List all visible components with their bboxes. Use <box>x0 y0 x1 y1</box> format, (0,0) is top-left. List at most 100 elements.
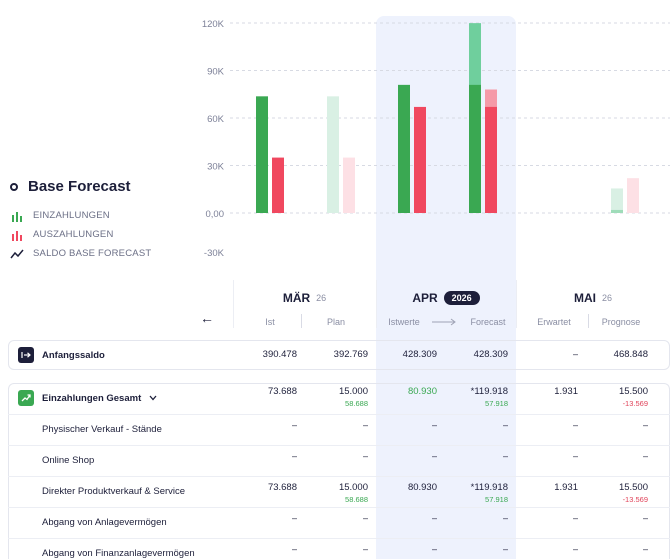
table-cell: – <box>573 349 578 360</box>
cell-value: 73.688 <box>268 386 297 397</box>
cell-value: – <box>363 513 368 523</box>
bar-auszahlungen <box>414 107 426 213</box>
row-label: Anfangssaldo <box>42 350 105 361</box>
row-label: Physischer Verkauf - Stände <box>42 424 162 435</box>
table-cell: – <box>432 513 437 524</box>
month-name: MÄR <box>283 291 310 305</box>
cell-value: – <box>363 451 368 461</box>
cell-value: 1.931 <box>554 386 578 397</box>
table-cell: – <box>432 544 437 555</box>
legend-label: EINZAHLUNGEN <box>33 210 110 221</box>
cell-value: – <box>643 513 648 523</box>
table-cell: – <box>503 544 508 555</box>
table-cell: – <box>573 420 578 431</box>
forecast-table: MÄR 26 APR 2026 MAI 26 ← Ist Plan Istwer… <box>0 280 670 559</box>
line-chart-icon <box>10 248 24 260</box>
arrow-left-icon[interactable]: ← <box>200 310 214 326</box>
row-direkter-produktverkauf: Direkter Produktverkauf & Service <box>42 486 185 497</box>
cell-value: – <box>573 544 578 554</box>
table-cell: – <box>503 420 508 431</box>
y-tick-label: -30K <box>204 248 225 259</box>
month-name: MAI <box>574 291 596 305</box>
legend-title-text: Base Forecast <box>28 178 131 195</box>
sub-header-istwerte: Istwerte <box>384 317 424 327</box>
cell-value: 15.500 <box>619 386 648 397</box>
y-tick-label: 30K <box>207 162 225 173</box>
section-card <box>8 383 670 559</box>
cell-value: 80.930 <box>408 386 437 397</box>
sub-header-ist: Ist <box>250 317 290 327</box>
legend-item-saldo[interactable]: SALDO BASE FORECAST <box>10 244 151 263</box>
cell-value: – <box>573 451 578 461</box>
row-abgang-anlagevermoegen: Abgang von Anlagevermögen <box>42 517 167 528</box>
cell-value: – <box>363 544 368 554</box>
table-cell: 468.848 <box>614 349 648 360</box>
y-tick-label: 0,00 <box>206 209 225 220</box>
cell-value: – <box>503 544 508 554</box>
cell-value: 15.000 <box>339 482 368 493</box>
table-cell: 1.931 <box>554 386 578 397</box>
row-label: Online Shop <box>42 455 94 466</box>
table-cell: – <box>643 420 648 431</box>
cell-value: – <box>503 451 508 461</box>
month-year: 26 <box>316 293 326 303</box>
cell-value: – <box>643 544 648 554</box>
cell-delta: 57.918 <box>471 495 508 504</box>
divider <box>588 314 589 328</box>
cell-value: – <box>292 420 297 430</box>
table-cell: – <box>363 420 368 431</box>
trend-up-icon <box>18 390 34 406</box>
table-cell: – <box>643 544 648 555</box>
table-cell: – <box>643 513 648 524</box>
table-cell: – <box>363 513 368 524</box>
cell-value: – <box>292 544 297 554</box>
table-cell: – <box>292 420 297 431</box>
month-header-apr: APR 2026 <box>376 290 516 306</box>
table-cell: 73.688 <box>268 386 297 397</box>
table-cell: 15.500 -13.569 <box>619 386 648 408</box>
month-year: 26 <box>602 293 612 303</box>
legend-label: AUSZAHLUNGEN <box>33 229 114 240</box>
legend-label: SALDO BASE FORECAST <box>33 248 151 259</box>
legend-item-auszahlungen[interactable]: AUSZAHLUNGEN <box>10 225 151 244</box>
row-label: Abgang von Anlagevermögen <box>42 517 167 528</box>
row-physischer-verkauf: Physischer Verkauf - Stände <box>42 424 162 435</box>
table-cell: – <box>643 451 648 462</box>
table-cell: 15.000 58.688 <box>339 386 368 408</box>
divider <box>8 538 670 539</box>
cell-value: – <box>643 420 648 430</box>
table-cell: 80.930 <box>408 482 437 493</box>
cell-value: – <box>432 420 437 430</box>
bar-auszahlungen <box>627 178 639 213</box>
sub-header-forecast: Forecast <box>466 317 510 327</box>
table-cell: 1.931 <box>554 482 578 493</box>
row-online-shop: Online Shop <box>42 455 94 466</box>
y-tick-label: 90K <box>207 67 225 78</box>
table-cell: – <box>432 451 437 462</box>
row-einzahlungen-gesamt[interactable]: Einzahlungen Gesamt <box>18 390 157 406</box>
cell-delta: -13.569 <box>619 399 648 408</box>
table-cell: 73.688 <box>268 482 297 493</box>
cell-delta: 57.918 <box>471 399 508 408</box>
divider <box>8 476 670 477</box>
divider <box>8 445 670 446</box>
chevron-down-icon[interactable] <box>149 395 157 401</box>
cell-value: 1.931 <box>554 482 578 493</box>
table-cell: 80.930 <box>408 386 437 397</box>
bar-auszahlungen <box>485 107 497 213</box>
enter-icon <box>18 347 34 363</box>
bar-auszahlungen <box>272 158 284 213</box>
cell-value: 73.688 <box>268 482 297 493</box>
cell-delta: 58.688 <box>339 495 368 504</box>
divider <box>301 314 302 328</box>
cell-value: – <box>432 451 437 461</box>
table-cell: *119.918 57.918 <box>471 386 508 408</box>
y-tick-label: 120K <box>202 19 225 30</box>
cell-value: 428.309 <box>474 349 508 360</box>
legend-item-einzahlungen[interactable]: EINZAHLUNGEN <box>10 206 151 225</box>
cell-value: – <box>573 513 578 523</box>
bar-einzahlungen <box>611 188 623 213</box>
row-label: Einzahlungen Gesamt <box>42 393 141 404</box>
row-label: Direkter Produktverkauf & Service <box>42 486 185 497</box>
table-cell: – <box>503 451 508 462</box>
